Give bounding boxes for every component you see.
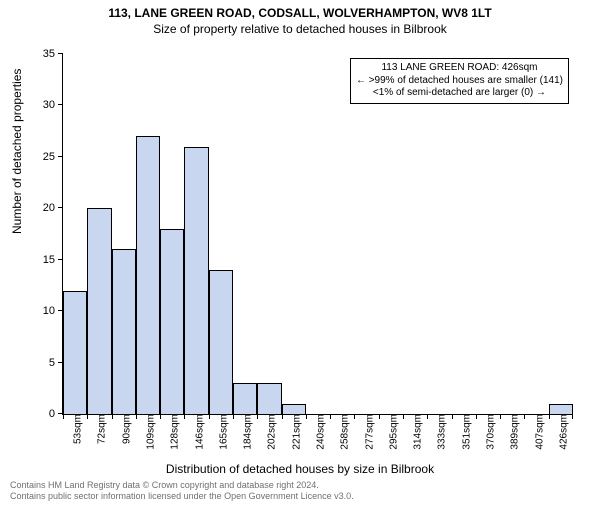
x-tick-mark [452,414,453,419]
x-tick-mark [572,414,573,419]
x-tick-mark [379,414,380,419]
y-tick-label: 20 [25,202,63,214]
x-tick-mark [136,414,137,419]
x-tick-label: 370sqm [480,414,497,450]
x-tick-label: 109sqm [140,414,157,450]
y-tick-label: 30 [25,99,63,111]
x-tick-label: 407sqm [528,414,545,450]
footer-attribution: Contains HM Land Registry data © Crown c… [10,480,354,502]
y-tick-label: 35 [25,48,63,60]
histogram-bar [233,383,257,414]
x-tick-label: 165sqm [212,414,229,450]
y-tick-label: 15 [25,254,63,266]
y-tick-label: 25 [25,151,63,163]
footer-line-1: Contains HM Land Registry data © Crown c… [10,480,354,491]
x-tick-label: 314sqm [407,414,424,450]
x-tick-label: 389sqm [504,414,521,450]
annotation-callout: 113 LANE GREEN ROAD: 426sqm ← >99% of de… [350,58,569,104]
annotation-line-1: 113 LANE GREEN ROAD: 426sqm [356,62,563,75]
x-tick-label: 202sqm [261,414,278,450]
histogram-bar [209,270,233,414]
histogram-bar [282,404,306,414]
x-tick-label: 72sqm [91,414,108,444]
x-tick-label: 53sqm [67,414,84,444]
x-axis-label: Distribution of detached houses by size … [0,462,600,476]
x-tick-mark [282,414,283,419]
x-tick-mark [209,414,210,419]
x-tick-label: 221sqm [285,414,302,450]
y-tick-label: 0 [25,408,63,420]
x-tick-mark [233,414,234,419]
x-tick-label: 240sqm [310,414,327,450]
x-tick-label: 128sqm [164,414,181,450]
x-tick-label: 351sqm [455,414,472,450]
x-tick-mark [63,414,64,419]
histogram-bar [87,208,111,414]
x-tick-label: 146sqm [188,414,205,450]
x-tick-label: 277sqm [358,414,375,450]
annotation-line-3: <1% of semi-detached are larger (0) → [356,87,563,100]
histogram-bar [63,291,87,414]
x-tick-mark [549,414,550,419]
x-tick-mark [112,414,113,419]
footer-line-2: Contains public sector information licen… [10,491,354,502]
x-tick-mark [184,414,185,419]
x-tick-label: 426sqm [552,414,569,450]
x-tick-mark [354,414,355,419]
histogram-bar [112,249,136,414]
annotation-line-2: ← >99% of detached houses are smaller (1… [356,75,563,88]
x-tick-label: 90sqm [115,414,132,444]
histogram-bar [257,383,281,414]
y-tick-label: 10 [25,305,63,317]
y-tick-mark [58,207,63,208]
histogram-bar [184,147,208,414]
y-axis-label: Number of detached properties [10,69,24,234]
x-tick-mark [306,414,307,419]
x-tick-mark [524,414,525,419]
y-tick-mark [58,156,63,157]
x-tick-mark [330,414,331,419]
x-tick-mark [500,414,501,419]
chart-title-sub: Size of property relative to detached ho… [0,22,600,36]
x-tick-label: 258sqm [334,414,351,450]
chart-title-main: 113, LANE GREEN ROAD, CODSALL, WOLVERHAM… [0,6,600,20]
x-tick-mark [257,414,258,419]
y-tick-mark [58,53,63,54]
x-tick-mark [87,414,88,419]
x-tick-mark [403,414,404,419]
y-tick-label: 5 [25,357,63,369]
x-tick-mark [427,414,428,419]
x-tick-mark [476,414,477,419]
histogram-bar [160,229,184,414]
histogram-bar [549,404,573,414]
y-tick-mark [58,259,63,260]
x-tick-mark [160,414,161,419]
x-tick-label: 184sqm [237,414,254,450]
y-tick-mark [58,104,63,105]
chart-plot-area: 113 LANE GREEN ROAD: 426sqm ← >99% of de… [62,54,573,415]
histogram-bar [136,136,160,414]
x-tick-label: 333sqm [431,414,448,450]
x-tick-label: 295sqm [382,414,399,450]
